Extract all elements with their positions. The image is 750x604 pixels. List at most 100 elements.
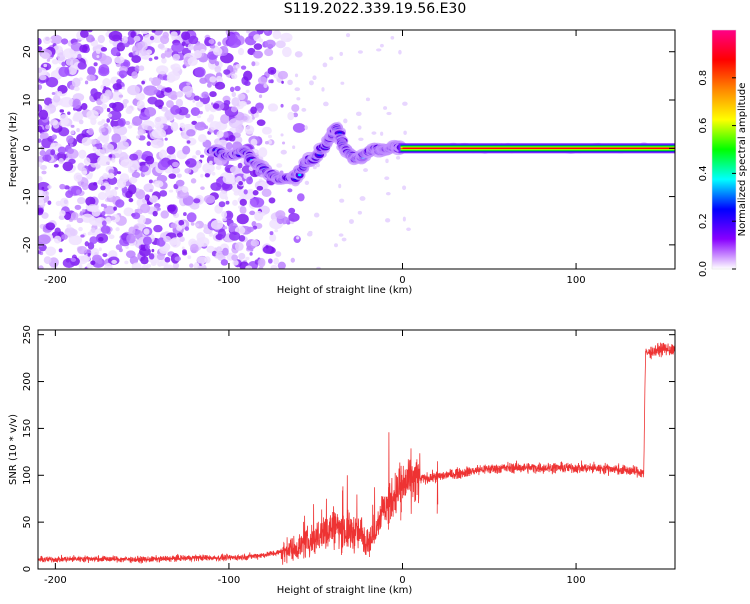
noise-blob <box>197 236 210 247</box>
noise-blob <box>149 195 159 204</box>
noise-blob <box>290 257 295 263</box>
noise-blob <box>38 198 45 206</box>
noise-blob <box>179 236 185 242</box>
noise-blob <box>128 197 134 203</box>
noise-blob <box>231 97 240 107</box>
spectrogram-y-axis-label: Frequency (Hz) <box>8 112 19 188</box>
spectrogram-plot-area <box>38 30 675 269</box>
noise-blob <box>269 231 274 236</box>
noise-blob <box>159 246 169 254</box>
noise-blob <box>58 248 63 253</box>
noise-blob <box>308 230 313 235</box>
noise-blob <box>189 243 199 254</box>
noise-blob <box>194 122 207 131</box>
noise-blob <box>156 84 163 90</box>
noise-blob <box>267 103 279 112</box>
noise-blob <box>87 66 96 76</box>
noise-blob <box>268 197 276 204</box>
noise-blob <box>121 36 128 44</box>
noise-blob <box>137 129 144 136</box>
noise-blob <box>213 47 223 56</box>
noise-blob <box>222 131 229 138</box>
noise-blob <box>116 178 127 189</box>
snr-y-tick-label: 100 <box>22 466 33 485</box>
noise-blob <box>188 35 199 45</box>
noise-blob <box>215 75 223 82</box>
noise-blob <box>118 94 124 98</box>
noise-blob <box>166 155 171 159</box>
noise-blob <box>77 162 85 171</box>
noise-blob <box>338 183 342 189</box>
noise-blob <box>127 166 135 174</box>
noise-blob <box>95 166 99 170</box>
noise-blob <box>154 56 159 60</box>
noise-blob <box>345 33 351 38</box>
noise-blob <box>78 226 83 232</box>
noise-blob <box>223 69 231 75</box>
noise-blob <box>65 228 71 233</box>
noise-blob <box>341 237 347 242</box>
noise-blob <box>275 40 286 49</box>
noise-blob <box>270 264 278 269</box>
noise-blob <box>153 180 164 188</box>
noise-blob <box>254 210 264 222</box>
noise-blob <box>261 188 272 197</box>
noise-blob <box>90 247 100 257</box>
noise-blob <box>231 91 237 97</box>
noise-blob <box>229 165 241 174</box>
noise-blob <box>71 77 81 88</box>
snr-x-axis-label: Height of straight line (km) <box>277 585 413 596</box>
noise-blob <box>59 114 69 122</box>
noise-blob <box>116 78 122 85</box>
noise-blob <box>147 126 153 131</box>
noise-blob <box>160 52 166 59</box>
spectrogram-y-tick-label: -20 <box>22 237 33 253</box>
noise-blob <box>231 254 238 261</box>
noise-blob <box>68 158 76 165</box>
noise-blob <box>106 107 111 113</box>
noise-blob <box>43 256 52 265</box>
noise-blob <box>68 235 83 246</box>
noise-blob <box>282 46 292 58</box>
noise-blob <box>45 222 56 231</box>
noise-blob <box>133 225 139 230</box>
noise-blob <box>136 100 145 110</box>
noise-blob <box>274 228 279 233</box>
noise-blob <box>244 125 255 135</box>
noise-blob <box>119 135 128 142</box>
noise-blob <box>294 73 299 78</box>
noise-blob <box>87 127 94 136</box>
noise-blob <box>100 127 106 133</box>
noise-blob <box>175 179 185 187</box>
noise-blob <box>210 219 224 230</box>
noise-blob <box>171 36 175 41</box>
noise-blob <box>183 212 187 216</box>
noise-blob <box>131 262 142 269</box>
noise-blob <box>195 150 201 156</box>
noise-blob <box>139 165 149 173</box>
noise-blob <box>160 106 168 112</box>
noise-blob <box>182 145 191 155</box>
noise-blob <box>79 44 88 53</box>
noise-blob <box>69 143 74 148</box>
noise-blob <box>77 53 82 60</box>
noise-blob <box>117 140 129 150</box>
noise-blob <box>176 225 183 231</box>
snr-y-axis-label: SNR (10 * v/v) <box>8 414 19 485</box>
noise-blob <box>51 134 57 140</box>
noise-blob <box>329 56 334 61</box>
noise-blob <box>38 109 49 120</box>
noise-blob <box>181 246 185 250</box>
noise-blob <box>186 140 191 144</box>
noise-blob <box>93 62 98 67</box>
noise-blob <box>196 115 202 119</box>
noise-blob <box>80 234 85 238</box>
noise-blob <box>78 119 84 125</box>
noise-blob <box>211 102 214 106</box>
noise-blob <box>184 226 190 231</box>
noise-blob <box>86 74 96 82</box>
noise-blob <box>100 55 113 66</box>
noise-blob <box>115 199 125 208</box>
